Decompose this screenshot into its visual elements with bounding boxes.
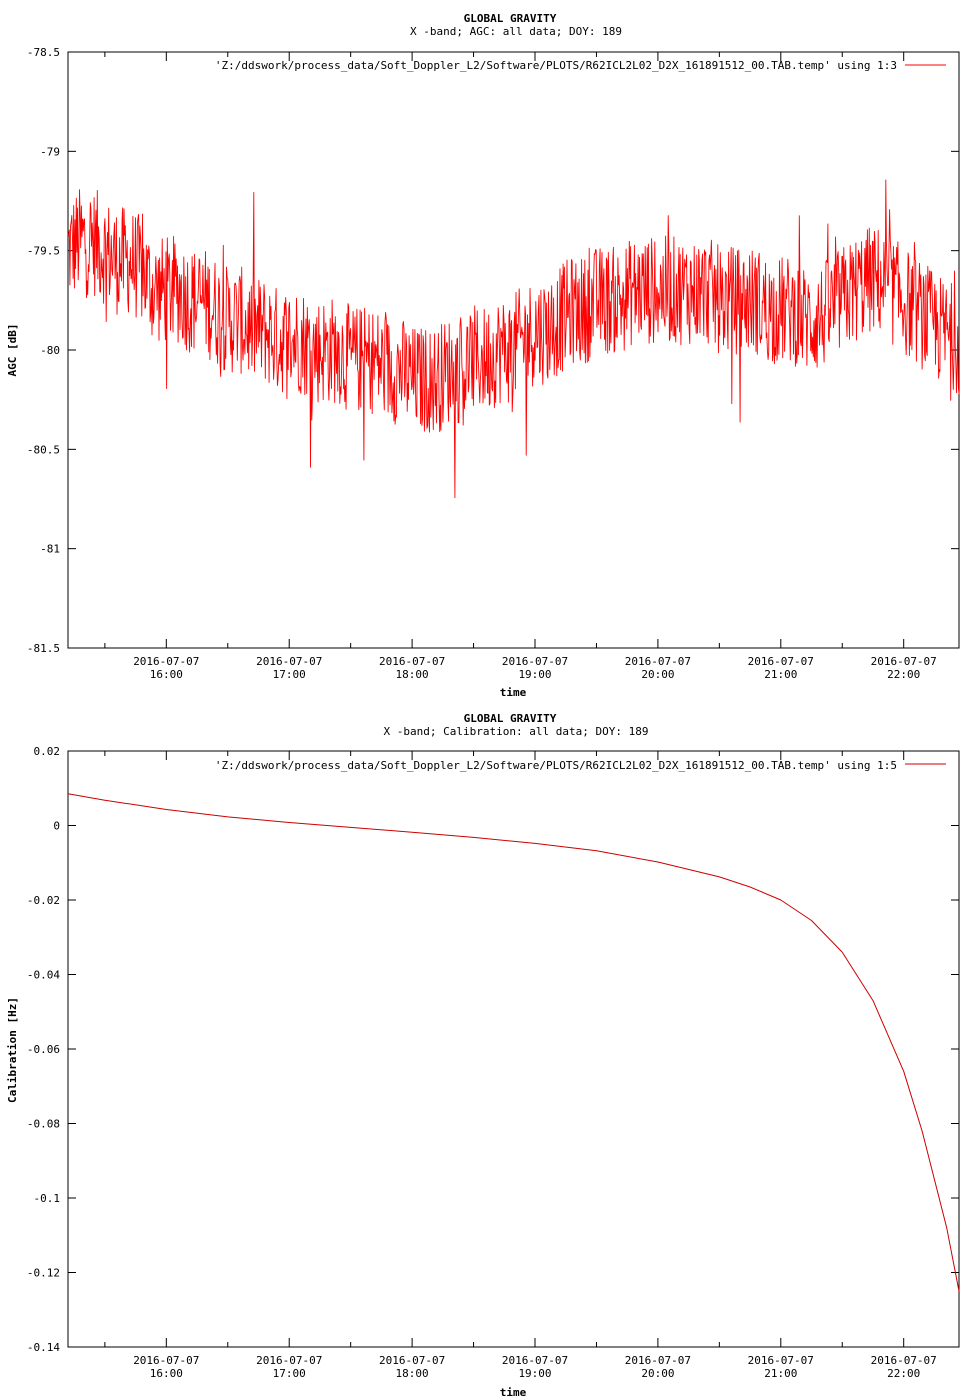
chart-calibration-x-tick-time: 19:00 <box>518 1367 551 1380</box>
chart-calibration-x-tick-date: 2016-07-07 <box>502 1354 568 1367</box>
chart-calibration-x-tick-time: 22:00 <box>887 1367 920 1380</box>
chart-calibration-x-tick-date: 2016-07-07 <box>133 1354 199 1367</box>
chart-agc-x-tick-time: 21:00 <box>764 668 797 681</box>
chart-agc: GLOBAL GRAVITY X -band; AGC: all data; D… <box>6 12 960 699</box>
chart-calibration-x-ticks: 2016-07-0716:002016-07-0717:002016-07-07… <box>104 751 937 1380</box>
chart-calibration-y-tick-label: -0.04 <box>27 969 60 982</box>
chart-calibration: GLOBAL GRAVITY X -band; Calibration: all… <box>6 712 960 1399</box>
chart-agc-x-ticks: 2016-07-0716:002016-07-0717:002016-07-07… <box>104 52 937 681</box>
chart-calibration-legend-label: 'Z:/ddswork/process_data/Soft_Doppler_L2… <box>215 759 897 772</box>
chart-agc-x-tick-date: 2016-07-07 <box>748 655 814 668</box>
chart-calibration-y-tick-label: 0.02 <box>34 745 61 758</box>
chart-agc-x-tick-date: 2016-07-07 <box>256 655 322 668</box>
chart-agc-series <box>67 179 960 499</box>
chart-calibration-legend: 'Z:/ddswork/process_data/Soft_Doppler_L2… <box>215 759 946 772</box>
chart-agc-x-tick-date: 2016-07-07 <box>502 655 568 668</box>
chart-agc-x-tick-time: 17:00 <box>273 668 306 681</box>
chart-calibration-y-tick-label: -0.1 <box>34 1192 61 1205</box>
chart-calibration-x-tick-time: 17:00 <box>273 1367 306 1380</box>
chart-agc-y-tick-label: -78.5 <box>27 46 60 59</box>
chart-calibration-x-tick-date: 2016-07-07 <box>625 1354 691 1367</box>
chart-calibration-x-tick-date: 2016-07-07 <box>748 1354 814 1367</box>
chart-calibration-series-line <box>67 793 960 1292</box>
chart-agc-title: GLOBAL GRAVITY <box>464 12 557 25</box>
chart-agc-x-tick-date: 2016-07-07 <box>871 655 937 668</box>
chart-calibration-x-tick-date: 2016-07-07 <box>871 1354 937 1367</box>
chart-agc-y-tick-label: -80 <box>40 344 60 357</box>
chart-calibration-title: GLOBAL GRAVITY <box>464 712 557 725</box>
chart-calibration-x-tick-date: 2016-07-07 <box>256 1354 322 1367</box>
chart-agc-y-tick-label: -79.5 <box>27 245 60 258</box>
chart-calibration-subtitle: X -band; Calibration: all data; DOY: 189 <box>384 725 649 738</box>
chart-calibration-y-tick-label: -0.14 <box>27 1341 60 1354</box>
chart-agc-legend-label: 'Z:/ddswork/process_data/Soft_Doppler_L2… <box>215 59 897 72</box>
chart-agc-x-tick-time: 16:00 <box>150 668 183 681</box>
chart-agc-x-tick-date: 2016-07-07 <box>379 655 445 668</box>
chart-calibration-y-tick-label: -0.06 <box>27 1043 60 1056</box>
chart-calibration-y-tick-label: -0.12 <box>27 1267 60 1280</box>
chart-calibration-x-tick-time: 20:00 <box>641 1367 674 1380</box>
chart-agc-legend: 'Z:/ddswork/process_data/Soft_Doppler_L2… <box>215 59 946 72</box>
chart-agc-x-tick-time: 22:00 <box>887 668 920 681</box>
chart-agc-y-tick-label: -80.5 <box>27 443 60 456</box>
chart-agc-ylabel: AGC [dB] <box>6 324 19 377</box>
chart-agc-y-tick-label: -79 <box>40 145 60 158</box>
chart-agc-x-tick-time: 20:00 <box>641 668 674 681</box>
chart-calibration-y-tick-label: -0.08 <box>27 1118 60 1131</box>
chart-calibration-x-tick-date: 2016-07-07 <box>379 1354 445 1367</box>
chart-agc-y-ticks: -78.5 -79 -79.5 -80 -80.5 -81 -81.5 <box>27 46 959 655</box>
chart-calibration-x-tick-time: 21:00 <box>764 1367 797 1380</box>
chart-agc-x-tick-date: 2016-07-07 <box>133 655 199 668</box>
chart-calibration-xlabel: time <box>500 1386 527 1399</box>
chart-calibration-x-tick-time: 16:00 <box>150 1367 183 1380</box>
chart-agc-subtitle: X -band; AGC: all data; DOY: 189 <box>410 25 622 38</box>
chart-calibration-y-tick-label: 0 <box>53 820 60 833</box>
chart-agc-xlabel: time <box>500 686 527 699</box>
chart-agc-y-tick-label: -81 <box>40 543 60 556</box>
chart-calibration-series <box>67 793 960 1292</box>
chart-calibration-x-tick-time: 18:00 <box>396 1367 429 1380</box>
chart-calibration-y-ticks: 0.02 0 -0.02 -0.04 -0.06 -0.08 -0.1 -0.12 -0.14 <box>27 745 959 1354</box>
chart-calibration-plot-frame <box>67 750 960 1348</box>
chart-calibration-ylabel: Calibration [Hz] <box>6 997 19 1103</box>
chart-agc-x-tick-time: 18:00 <box>396 668 429 681</box>
chart-agc-y-tick-label: -81.5 <box>27 642 60 655</box>
chart-agc-x-tick-time: 19:00 <box>518 668 551 681</box>
chart-agc-x-tick-date: 2016-07-07 <box>625 655 691 668</box>
chart-agc-series-line <box>67 179 960 499</box>
chart-calibration-y-tick-label: -0.02 <box>27 894 60 907</box>
